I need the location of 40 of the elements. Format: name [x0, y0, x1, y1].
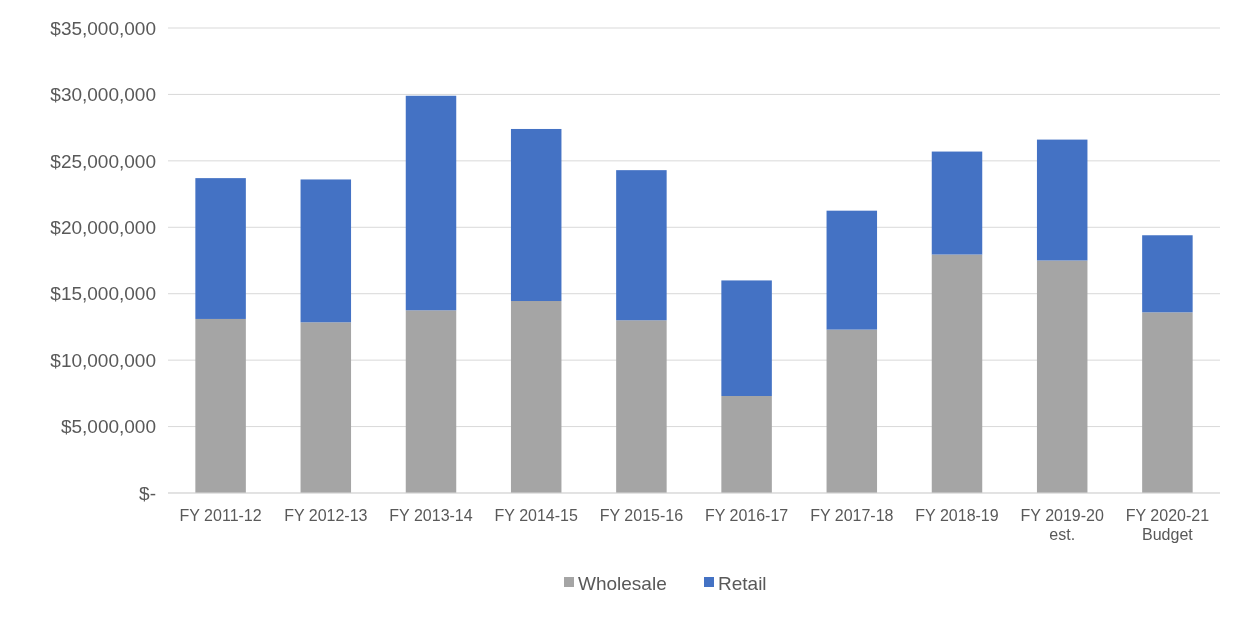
y-tick-label: $35,000,000 [50, 17, 156, 39]
bar [405, 310, 457, 493]
bar [721, 396, 772, 493]
bar [826, 329, 878, 493]
bar [721, 280, 772, 397]
bar [826, 210, 878, 330]
y-tick-label: $- [139, 482, 156, 504]
x-tick-label: FY 2019-20 est. [1020, 507, 1104, 543]
x-tick-label: FY 2017-18 [810, 507, 894, 524]
y-tick-label: $10,000,000 [50, 349, 156, 371]
bar [931, 151, 983, 255]
x-tick-label: FY 2011-12 [179, 507, 262, 524]
y-tick-label: $25,000,000 [50, 150, 156, 172]
bar [510, 128, 562, 302]
bar [616, 320, 667, 493]
x-tick-label: FY 2016-17 [704, 507, 789, 524]
y-tick-label: $15,000,000 [50, 283, 156, 305]
legend-label: Wholesale [578, 572, 667, 594]
x-tick-label: FY 2020-21 Budget [1125, 507, 1210, 543]
x-tick-label: FY 2012-13 [284, 507, 368, 524]
bar [1036, 139, 1088, 261]
bar [1036, 260, 1088, 493]
bar [300, 179, 352, 323]
bar [405, 95, 457, 311]
x-tick-label: FY 2014-15 [494, 507, 578, 524]
x-tick-label: FY 2018-19 [915, 507, 999, 524]
x-tick-label: FY 2013-14 [389, 507, 473, 524]
x-tick-label: FY 2015-16 [599, 507, 684, 524]
y-tick-label: $20,000,000 [50, 216, 156, 238]
bar [1142, 312, 1193, 493]
y-tick-label: $5,000,000 [60, 416, 156, 438]
y-tick-label: $30,000,000 [50, 84, 156, 106]
bar [931, 254, 983, 493]
bar [1142, 235, 1193, 313]
bar [195, 178, 246, 319]
bar [510, 301, 562, 493]
bar [195, 318, 246, 493]
legend-label: Retail [718, 572, 767, 594]
bar [616, 170, 667, 321]
bar [300, 322, 352, 493]
